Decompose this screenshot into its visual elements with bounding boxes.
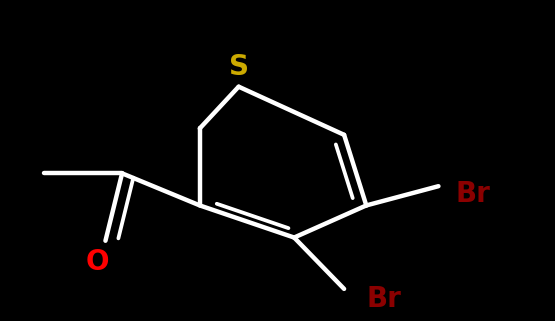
Text: O: O xyxy=(85,247,109,276)
Text: Br: Br xyxy=(455,180,490,208)
Text: Br: Br xyxy=(366,285,401,313)
Text: S: S xyxy=(229,53,249,82)
